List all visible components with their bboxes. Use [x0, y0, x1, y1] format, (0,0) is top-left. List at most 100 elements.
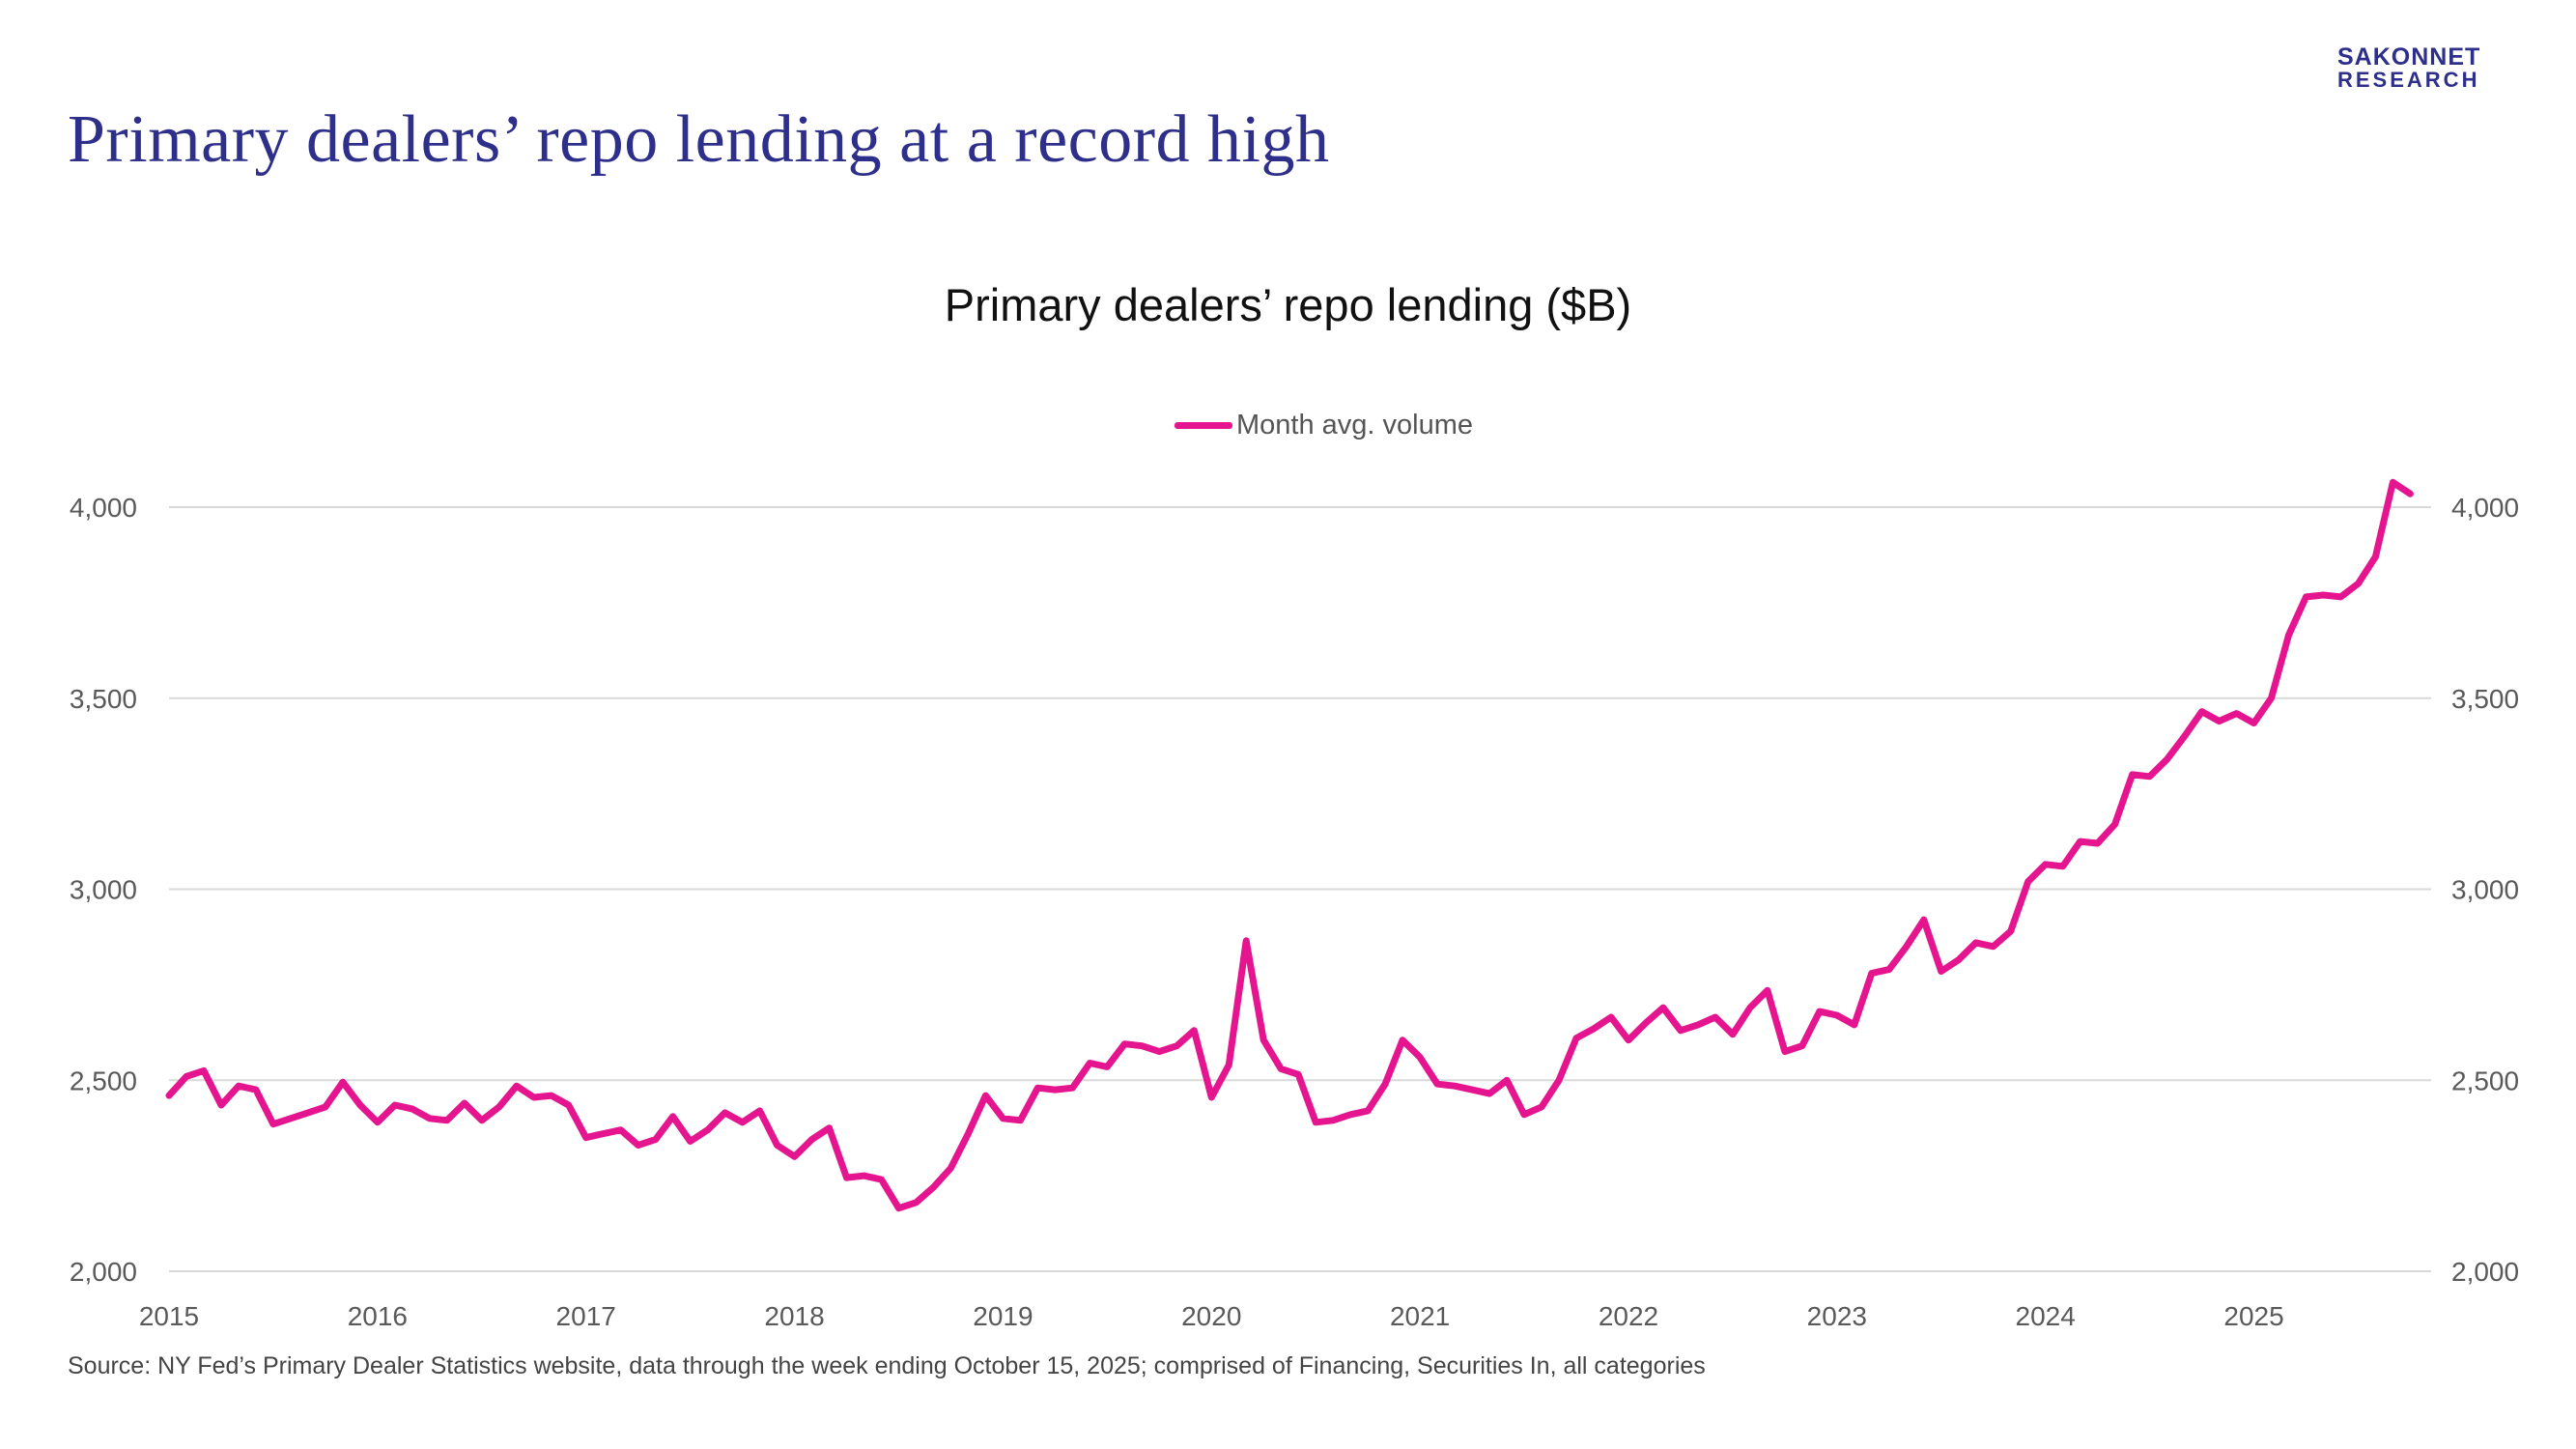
- x-tick-label: 2016: [348, 1301, 408, 1331]
- data-point: [1887, 968, 1891, 972]
- data-point: [689, 1140, 693, 1143]
- data-point: [2357, 582, 2360, 585]
- data-point: [2305, 595, 2307, 599]
- data-point: [723, 1111, 727, 1115]
- data-point: [1644, 1021, 1648, 1025]
- data-point: [1905, 945, 1909, 949]
- data-point: [741, 1121, 745, 1124]
- data-point: [2026, 880, 2030, 884]
- data-point: [445, 1119, 449, 1122]
- data-point: [254, 1088, 258, 1092]
- data-point: [1557, 1078, 1561, 1082]
- data-point: [1088, 1062, 1091, 1065]
- x-tick-label: 2015: [139, 1301, 199, 1331]
- data-point: [2287, 634, 2290, 637]
- data-point: [932, 1185, 935, 1189]
- x-tick-label: 2017: [556, 1301, 616, 1331]
- chart-title: Primary dealers’ repo lending ($B): [944, 279, 1632, 330]
- page-title: Primary dealers’ repo lending at a recor…: [68, 102, 1330, 177]
- data-point: [758, 1109, 762, 1113]
- data-point: [1157, 1050, 1161, 1054]
- data-point: [237, 1084, 241, 1088]
- data-point: [2408, 492, 2412, 496]
- data-point: [828, 1126, 831, 1130]
- x-tick-label: 2022: [1599, 1301, 1658, 1331]
- data-point: [1939, 970, 1943, 973]
- series-month-avg-volume: [165, 478, 2414, 1212]
- data-point: [202, 1068, 206, 1072]
- data-point: [793, 1154, 797, 1158]
- data-point: [358, 1103, 362, 1107]
- data-point: [1957, 958, 1961, 962]
- y-tick-label-left: 2,500: [70, 1065, 137, 1095]
- y-tick-label-left: 4,000: [70, 493, 137, 523]
- x-tick-label: 2018: [764, 1301, 824, 1331]
- x-tick-label: 2019: [973, 1301, 1033, 1331]
- data-point: [2044, 863, 2048, 867]
- x-tick-label: 2023: [1807, 1301, 1867, 1331]
- data-point: [948, 1166, 952, 1170]
- y-tick-label-left: 3,000: [70, 875, 137, 905]
- data-point: [1331, 1119, 1335, 1122]
- data-point: [1296, 1072, 1300, 1076]
- data-point: [341, 1080, 345, 1084]
- data-point: [2373, 554, 2377, 558]
- data-point: [2079, 839, 2082, 843]
- y-tick-label-left: 2,000: [70, 1257, 137, 1287]
- data-point: [1522, 1113, 1526, 1117]
- data-point: [2113, 822, 2117, 826]
- data-point: [1314, 1121, 1317, 1124]
- y-tick-label-right: 3,500: [2451, 684, 2519, 714]
- data-point: [1122, 1042, 1126, 1046]
- data-point: [845, 1176, 848, 1179]
- data-point: [619, 1128, 623, 1132]
- data-point: [428, 1117, 432, 1121]
- data-point: [324, 1105, 327, 1109]
- data-point: [1627, 1038, 1630, 1042]
- data-point: [1922, 918, 1926, 922]
- logo-line-2: RESEARCH: [2337, 68, 2480, 92]
- data-point: [2235, 712, 2238, 716]
- data-point: [776, 1144, 779, 1147]
- data-point: [1035, 1086, 1039, 1090]
- data-point: [167, 1094, 171, 1097]
- data-point: [654, 1138, 658, 1142]
- data-point: [1835, 1013, 1839, 1017]
- data-point: [2148, 775, 2152, 779]
- data-point: [2339, 595, 2342, 599]
- y-tick-label-right: 3,000: [2451, 875, 2519, 905]
- data-point: [810, 1138, 813, 1142]
- right-y-axis: 2,000 2,500 3,000 3,500 4,000: [2451, 493, 2519, 1287]
- data-point: [550, 1094, 553, 1097]
- data-point: [1070, 1086, 1074, 1090]
- y-tick-label-right: 2,500: [2451, 1065, 2519, 1095]
- data-point: [1105, 1065, 1109, 1068]
- data-point: [897, 1207, 900, 1210]
- data-point: [1800, 1044, 1804, 1048]
- y-tick-label-right: 4,000: [2451, 493, 2519, 523]
- data-point: [1279, 1066, 1283, 1070]
- data-point: [584, 1136, 588, 1140]
- data-point: [706, 1128, 710, 1132]
- data-point: [271, 1122, 275, 1126]
- data-point: [2183, 734, 2187, 738]
- data-point: [480, 1119, 484, 1122]
- data-point: [1261, 1038, 1265, 1042]
- data-point: [915, 1201, 918, 1205]
- data-point: [2009, 929, 2013, 933]
- data-point: [1870, 972, 1874, 975]
- data-point: [1244, 939, 1248, 943]
- data-point: [1435, 1082, 1439, 1086]
- data-point: [1713, 1015, 1717, 1019]
- data-point: [1348, 1113, 1352, 1117]
- data-point: [2252, 722, 2255, 724]
- x-tick-label: 2024: [2016, 1301, 2076, 1331]
- data-point: [532, 1095, 536, 1099]
- data-point: [567, 1103, 571, 1107]
- data-point: [1001, 1117, 1005, 1121]
- data-point: [1574, 1037, 1578, 1040]
- series-line: [165, 478, 2414, 1212]
- data-point: [1209, 1095, 1213, 1099]
- data-point: [863, 1174, 865, 1178]
